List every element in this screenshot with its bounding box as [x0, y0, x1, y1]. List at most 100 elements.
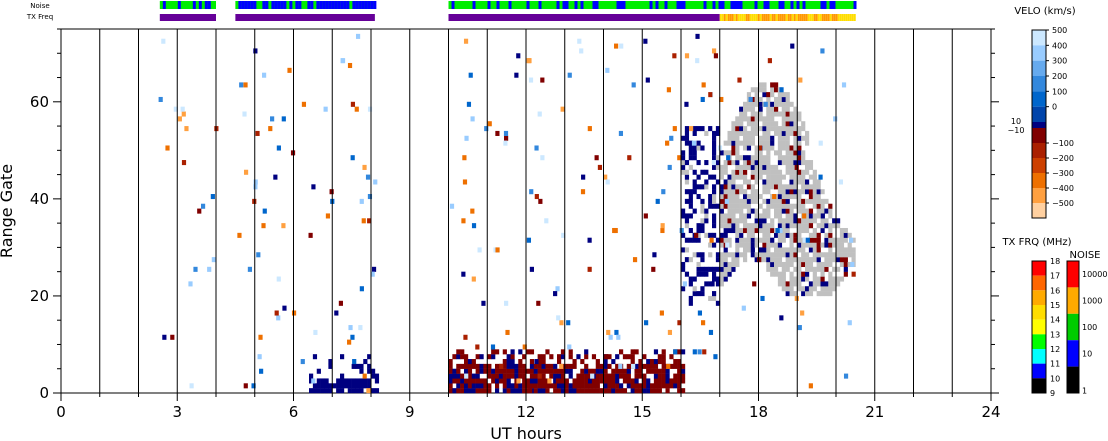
data-cell [638, 368, 643, 374]
data-cell [774, 213, 779, 219]
data-cell [504, 135, 509, 141]
data-cell [256, 252, 261, 258]
data-cell [801, 291, 806, 297]
data-cell [777, 92, 783, 98]
data-cell [847, 320, 852, 326]
txfreq-cell [743, 14, 746, 21]
data-cell [316, 368, 321, 374]
data-cell [502, 388, 507, 394]
data-cell [801, 276, 806, 282]
data-cell [544, 218, 549, 224]
data-cell [498, 378, 504, 384]
noise-tick-label: 1 [1082, 386, 1087, 395]
data-cell [448, 363, 453, 369]
data-cell [777, 223, 783, 229]
data-cell [824, 252, 829, 258]
data-cell [820, 223, 825, 229]
data-cell [336, 378, 341, 384]
data-cell [564, 363, 569, 369]
data-cell [549, 363, 554, 369]
data-cell [374, 388, 380, 394]
data-cell [801, 252, 806, 258]
data-cell [820, 208, 825, 214]
data-cell [603, 368, 608, 374]
data-cell [727, 223, 732, 229]
data-cell [836, 276, 841, 282]
velocity-color-cell [1032, 173, 1046, 188]
data-cell [560, 383, 566, 389]
data-cell [599, 378, 604, 384]
txfreq-cell [765, 14, 768, 21]
data-cell [777, 189, 783, 195]
data-cell [828, 242, 833, 248]
data-cell [708, 295, 713, 301]
data-cell [688, 213, 693, 219]
data-cell [599, 363, 604, 369]
data-cell [708, 329, 714, 335]
noise-cell [247, 1, 251, 9]
data-cell [712, 174, 717, 180]
data-cell [766, 213, 771, 219]
data-cell [568, 373, 573, 379]
data-cell [355, 378, 360, 384]
txfreq-cell [725, 14, 728, 21]
data-cell [789, 179, 794, 185]
data-cell [816, 203, 821, 209]
data-cell [832, 281, 837, 287]
noise-cell [204, 1, 208, 9]
data-cell [797, 247, 802, 253]
data-cell [832, 252, 837, 258]
data-cell [696, 237, 701, 243]
txfreq-cell [759, 14, 762, 21]
data-cell [781, 116, 786, 122]
data-cell [483, 383, 488, 389]
noise-cell [781, 1, 785, 9]
data-cell [541, 388, 546, 394]
data-cell [719, 198, 724, 204]
data-cell [607, 383, 612, 389]
data-cell [777, 276, 783, 282]
data-cell [766, 208, 771, 214]
data-cell [634, 383, 639, 389]
data-cell [797, 135, 802, 141]
data-cell [785, 101, 790, 107]
data-cell [789, 237, 794, 243]
data-cell [622, 373, 628, 379]
data-cell [495, 247, 500, 253]
noise-cell [343, 1, 347, 9]
data-cell [793, 218, 798, 224]
data-cell [727, 227, 732, 234]
data-cell [211, 257, 216, 263]
velocity-tick-label: −200 [1052, 154, 1074, 163]
data-cell [559, 363, 564, 369]
data-cell [777, 257, 783, 263]
data-cell [237, 232, 242, 238]
data-cell [603, 363, 608, 369]
data-cell [347, 339, 352, 345]
noise-cell [538, 1, 542, 9]
data-cell [797, 116, 802, 122]
data-cell [789, 174, 794, 180]
data-cell [839, 276, 845, 282]
data-cell [758, 155, 763, 161]
data-cell [464, 354, 469, 360]
data-cell [634, 349, 639, 355]
velocity-color-cell [1032, 60, 1046, 76]
noise-cell [192, 1, 196, 9]
data-cell [534, 145, 539, 151]
data-cell [793, 111, 798, 117]
data-cell [797, 223, 802, 229]
data-cell [697, 310, 703, 316]
data-cell [735, 189, 740, 195]
data-cell [564, 368, 569, 374]
data-cell [754, 208, 759, 214]
data-cell [456, 378, 461, 384]
data-cell [778, 227, 783, 234]
data-cell [758, 135, 763, 141]
data-cell [677, 388, 682, 394]
data-cell [653, 383, 659, 389]
data-cell [696, 252, 701, 258]
data-cell [739, 140, 744, 146]
data-cell [801, 208, 806, 214]
data-cell [681, 349, 686, 355]
